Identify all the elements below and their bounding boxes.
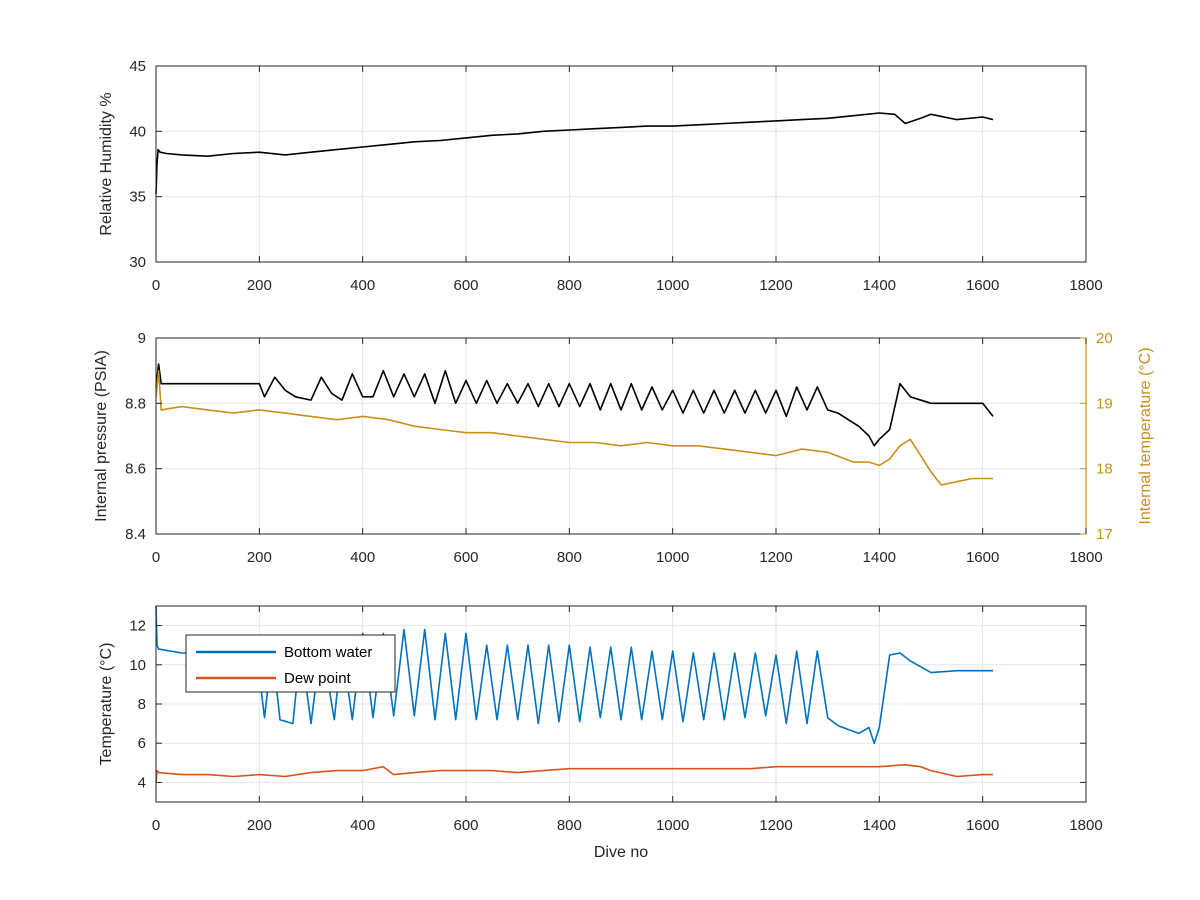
y-tick-label-8m8: 8.8: [125, 395, 146, 412]
series-line-pressure-left: [155, 363, 994, 447]
ylabel-internal-pressure: Internal pressure (PSIA): [93, 350, 110, 522]
y-tick-label-4: 4: [138, 774, 146, 791]
x-tick-label-1800: 1800: [1069, 817, 1102, 834]
subplot-humidity-grid: [156, 66, 1086, 262]
x-tick-label-600: 600: [453, 277, 478, 294]
x-tick-label-400: 400: [350, 549, 375, 566]
y-tick-label-45: 45: [129, 58, 146, 75]
x-tick-label-1800: 1800: [1069, 277, 1102, 294]
y-tick-label-6: 6: [138, 735, 146, 752]
x-tick-label-1200: 1200: [759, 277, 792, 294]
x-tick-label-1600: 1600: [966, 277, 999, 294]
subplot-humidity-axes-box: [155, 65, 1087, 263]
y2-tick-label-17: 17: [1096, 526, 1113, 543]
subplot-humidity: 0 200 400 600 800 1000 1200 1400 1600 1800 30 35 40 4…: [98, 58, 1103, 294]
x-tick-label-800: 800: [557, 277, 582, 294]
series-line-dew-point: [155, 763, 993, 783]
x-tick-label-200: 200: [247, 549, 272, 566]
legend-label-dew-point: Dew point: [284, 670, 352, 687]
series-line-humidity-left: [155, 112, 994, 195]
subplot-humidity-series: [155, 112, 994, 195]
x-tick-label-600: 600: [453, 549, 478, 566]
x-tick-label-1200: 1200: [759, 817, 792, 834]
x-tick-label-1400: 1400: [863, 549, 896, 566]
y2-tick-label-19: 19: [1096, 395, 1113, 412]
legend-label-bottom-water: Bottom water: [284, 644, 372, 661]
series-line-pressure-right: [155, 369, 993, 486]
x-tick-label-1400: 1400: [863, 817, 896, 834]
xlabel-dive-no: Dive no: [594, 844, 648, 861]
x-tick-label-1000: 1000: [656, 817, 689, 834]
ylabel-temperature: Temperature (°C): [98, 643, 115, 766]
y-tick-label-8m6: 8.6: [125, 461, 146, 478]
y-tick-label-9: 9: [138, 330, 146, 347]
series-line-bottom-water: [155, 605, 993, 745]
y-tick-label-8m4: 8.4: [125, 526, 146, 543]
y-tick-label-10: 10: [129, 657, 146, 674]
subplot-pressure-ticks: 0 200 400 600 800 1000 1200 1400 1600 1800 8.4 8.6 8…: [125, 330, 1113, 566]
y-tick-label-8: 8: [138, 696, 146, 713]
x-tick-label-200: 200: [247, 277, 272, 294]
y-tick-label-40: 40: [129, 123, 146, 140]
x-tick-label-400: 400: [350, 277, 375, 294]
subplot-humidity-ticks: 0 200 400 600 800 1000 1200 1400 1600 1800 30 35 40 4…: [129, 58, 1102, 294]
ylabel-internal-temperature: Internal temperature (°C): [1137, 347, 1154, 524]
legend: Bottom water Dew point: [185, 634, 396, 693]
subplot-temperature: 0 200 400 600 800 1000 1200 1400 1600 1800 4 6 8 10 12…: [98, 605, 1103, 861]
ylabel-relative-humidity: Relative Humidity %: [98, 92, 115, 235]
legend-box: [185, 634, 396, 693]
y2-tick-label-20: 20: [1096, 330, 1113, 347]
subplot-pressure: 0 200 400 600 800 1000 1200 1400 1600 1800 8.4 8.6 8…: [93, 330, 1154, 566]
x-tick-label-0: 0: [152, 549, 160, 566]
x-tick-label-1000: 1000: [656, 549, 689, 566]
x-tick-label-1000: 1000: [656, 277, 689, 294]
x-tick-label-400: 400: [350, 817, 375, 834]
x-tick-label-200: 200: [247, 817, 272, 834]
x-tick-label-1600: 1600: [966, 549, 999, 566]
x-tick-label-1800: 1800: [1069, 549, 1102, 566]
x-tick-label-0: 0: [152, 817, 160, 834]
y-tick-label-12: 12: [129, 618, 146, 635]
subplot-temperature-series: [155, 605, 993, 783]
x-tick-label-1600: 1600: [966, 817, 999, 834]
x-tick-label-0: 0: [152, 277, 160, 294]
x-tick-label-800: 800: [557, 549, 582, 566]
x-tick-label-800: 800: [557, 817, 582, 834]
y-tick-label-35: 35: [129, 189, 146, 206]
y-tick-label-30: 30: [129, 254, 146, 271]
x-tick-label-1200: 1200: [759, 549, 792, 566]
subplot-pressure-series: [155, 363, 994, 486]
subplot-temperature-ticks: 0 200 400 600 800 1000 1200 1400 1600 1800 4 6 8 10 12: [129, 606, 1103, 834]
x-tick-label-1400: 1400: [863, 277, 896, 294]
y2-tick-label-18: 18: [1096, 461, 1113, 478]
x-tick-label-600: 600: [453, 817, 478, 834]
